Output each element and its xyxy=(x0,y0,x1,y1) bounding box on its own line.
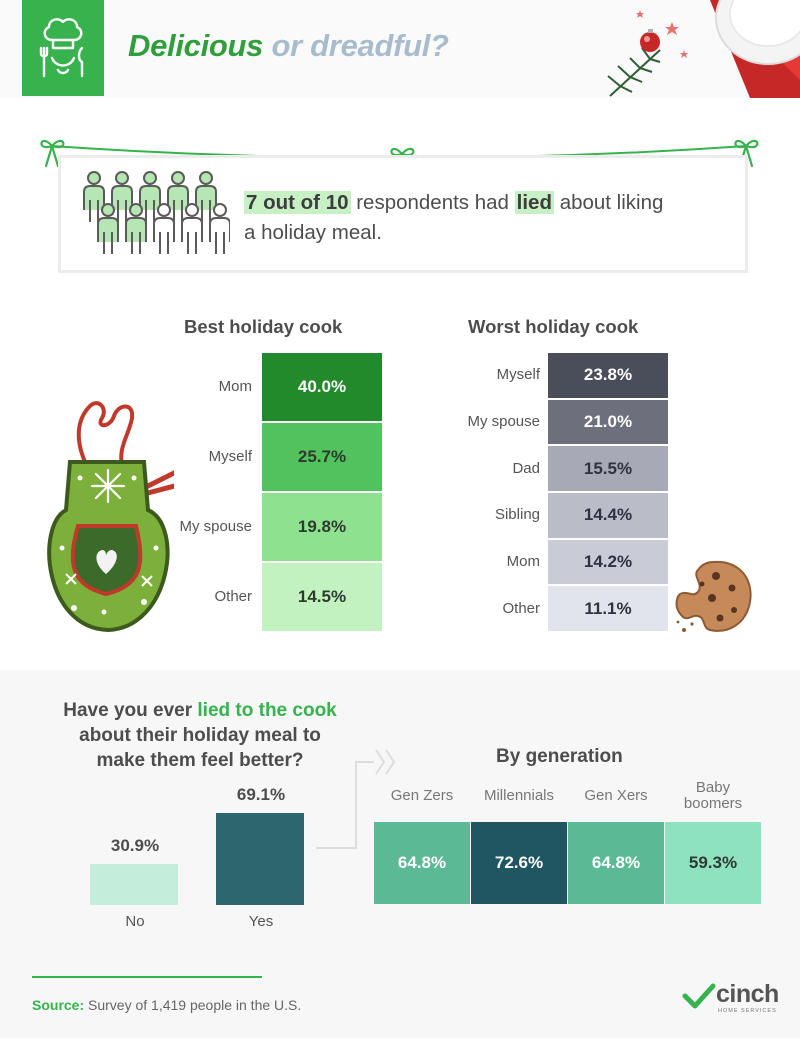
chef-hat-utensils-icon xyxy=(39,18,84,78)
generation-bar-2: 64.8% xyxy=(568,822,664,904)
lied-question: Have you ever lied to the cook about the… xyxy=(30,698,370,773)
brand-subtitle: HOME SERVICES xyxy=(718,1008,777,1014)
worst-cook-title: Worst holiday cook xyxy=(468,316,639,337)
generation-label-0: Gen Zers xyxy=(374,788,470,804)
apron-illustration xyxy=(47,401,174,633)
stat-text-line1-end: about liking xyxy=(559,191,664,214)
answer-label-yes: Yes xyxy=(248,913,274,930)
source-text: Survey of 1,419 people in the U.S. xyxy=(88,997,302,1013)
source-note: Source: Survey of 1,419 people in the U.… xyxy=(32,997,301,1013)
best-cook-label-3: Other xyxy=(214,588,252,605)
stat-text-line2: a holiday meal. xyxy=(244,221,382,244)
answer-bar-no xyxy=(90,863,178,905)
worst-cook-label-2: Dad xyxy=(512,459,540,477)
generation-label-1: Millennials xyxy=(471,788,567,804)
lied-highlight: lied xyxy=(514,191,554,214)
title-part-delicious: Delicious xyxy=(128,28,264,63)
best-cook-bar-3: 14.5% xyxy=(262,563,382,631)
header-band xyxy=(0,0,800,98)
answer-value-no: 30.9% xyxy=(110,835,160,855)
title-part-dreadful: or dreadful? xyxy=(271,28,449,63)
worst-cook-label-1: My spouse xyxy=(467,413,540,430)
person-icon-7 xyxy=(153,203,175,254)
people-group-icon xyxy=(83,171,230,254)
connector-arrow xyxy=(316,749,396,849)
best-cook-title: Best holiday cook xyxy=(184,316,343,337)
person-icon-2 xyxy=(139,171,161,222)
best-cook-label-2: My spouse xyxy=(179,518,252,535)
worst-cook-label-3: Sibling xyxy=(494,506,540,524)
question-line2: about their holiday meal to xyxy=(79,725,321,746)
worst-cook-label-4: Mom xyxy=(506,553,540,570)
best-cook-bar-2: 19.8% xyxy=(262,493,382,561)
checkmark-icon xyxy=(682,983,716,1009)
best-cook-label-0: Mom xyxy=(218,378,252,395)
answer-bar-yes xyxy=(216,813,304,905)
table-setting-decoration xyxy=(607,0,800,98)
worst-cook-bar-4: 14.2% xyxy=(548,539,668,585)
stat-text-mid: respondents had xyxy=(356,191,509,214)
best-cook-bar-1: 25.7% xyxy=(262,423,382,491)
worst-cook-bar-1: 21.0% xyxy=(548,399,668,445)
worst-cook-bar-0: 23.8% xyxy=(548,353,668,398)
by-generation-title: By generation xyxy=(496,746,623,767)
best-cook-bar-0: 40.0% xyxy=(262,353,382,421)
generation-label-line: Gen Xers xyxy=(584,787,648,804)
generation-label-3: Baby boomers xyxy=(665,780,761,812)
person-icon-8 xyxy=(181,203,203,254)
best-cook-label-1: Myself xyxy=(208,448,252,465)
worst-cook-label-0: Myself xyxy=(496,366,540,384)
answer-value-yes: 69.1% xyxy=(236,785,286,804)
person-icon-1 xyxy=(111,171,133,222)
cookie-illustration xyxy=(675,560,752,632)
person-icon-3 xyxy=(167,171,189,222)
answer-label-no: No xyxy=(125,913,145,930)
question-line1-highlight: lied to the cook xyxy=(197,700,337,721)
brand-name: cinch xyxy=(716,980,779,1008)
generation-bar-1: 72.6% xyxy=(471,822,567,904)
footer-rule xyxy=(32,976,262,978)
worst-cook-label-5: Other xyxy=(502,599,540,617)
person-icon-4 xyxy=(195,171,217,222)
person-icon-9 xyxy=(209,203,230,254)
generation-label-line: Baby xyxy=(695,779,731,796)
person-icon-0 xyxy=(83,171,105,222)
logo-box xyxy=(22,0,104,96)
generation-bar-3: 59.3% xyxy=(665,822,761,904)
generation-label-2: Gen Xers xyxy=(568,788,664,804)
person-icon-5 xyxy=(97,203,119,254)
question-line1-start: Have you ever xyxy=(63,700,193,721)
stat-highlight: 7 out of 10 xyxy=(244,191,351,214)
generation-label-line: boomers xyxy=(683,795,743,812)
generation-label-line: Millennials xyxy=(483,787,555,804)
source-label: Source: xyxy=(32,997,85,1013)
generation-label-line: Gen Zers xyxy=(390,787,454,804)
worst-cook-bar-5: 11.1% xyxy=(548,586,668,631)
worst-cook-bar-3: 14.4% xyxy=(548,493,668,538)
worst-cook-bar-2: 15.5% xyxy=(548,446,668,491)
brand-logo: cinch HOME SERVICES xyxy=(682,980,792,1022)
page-title: Delicious or dreadful? xyxy=(128,28,449,64)
question-line3: make them feel better? xyxy=(96,750,304,771)
generation-bar-0: 64.8% xyxy=(374,822,470,904)
person-icon-6 xyxy=(125,203,147,254)
stat-banner-text: 7 out of 10 respondents had lied about l… xyxy=(244,188,724,248)
